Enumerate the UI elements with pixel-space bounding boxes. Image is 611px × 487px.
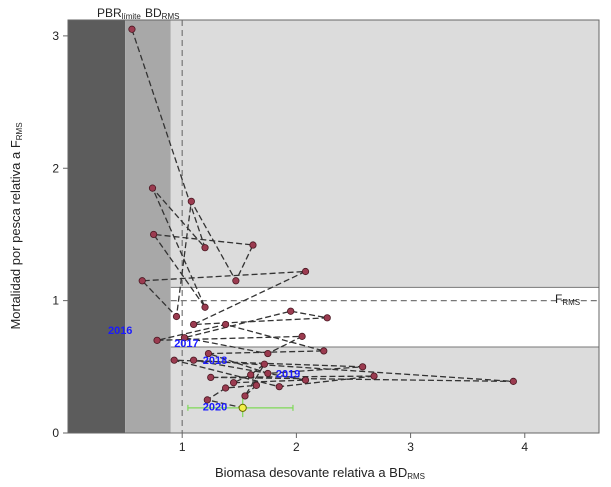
data-point xyxy=(148,184,157,192)
data-point xyxy=(509,377,517,385)
year-label: 2018 xyxy=(203,355,227,367)
data-point xyxy=(190,320,198,329)
data-point xyxy=(247,371,255,379)
year-label: 2017 xyxy=(174,338,198,350)
data-point xyxy=(264,349,272,358)
data-point xyxy=(370,372,378,380)
data-point xyxy=(207,373,215,382)
data-point xyxy=(221,320,230,329)
zone-collapse xyxy=(68,20,126,433)
data-point xyxy=(229,379,238,387)
data-point xyxy=(287,307,295,315)
bd-rms-label: BDRMS xyxy=(145,6,179,21)
data-point xyxy=(172,312,181,321)
zone-overfishing xyxy=(170,20,599,288)
data-point xyxy=(221,384,230,392)
f-rms-label: FRMS xyxy=(555,292,580,307)
x-tick-label: 1 xyxy=(179,440,186,454)
y-axis: 0 1 2 3 xyxy=(52,29,68,440)
y-tick-label: 3 xyxy=(52,29,59,43)
data-point xyxy=(320,347,328,355)
data-point xyxy=(323,314,331,322)
x-axis-title: Biomasa desovante relativa a BDRMS xyxy=(215,465,425,481)
y-tick-label: 2 xyxy=(52,161,59,175)
data-point xyxy=(201,244,209,252)
reference-lines xyxy=(170,20,599,433)
zone-underexploited xyxy=(170,346,599,433)
x-axis: 1 2 3 4 xyxy=(179,433,528,454)
current-point xyxy=(238,403,247,412)
zone-backgrounds xyxy=(68,20,599,433)
data-point xyxy=(201,303,209,311)
data-point xyxy=(203,396,211,404)
pbr-limit-label: PBRlímite xyxy=(97,6,141,21)
year-label: 2020 xyxy=(203,402,227,414)
y-axis-title: Mortalidad por pesca relativa a FRMS xyxy=(8,122,24,329)
x-tick-label: 4 xyxy=(521,440,528,454)
data-point xyxy=(150,230,158,239)
data-point xyxy=(232,277,240,285)
data-point xyxy=(170,356,178,364)
data-point xyxy=(153,336,161,344)
data-point xyxy=(359,363,367,371)
data-point xyxy=(298,332,306,340)
zone-full-exploitation xyxy=(170,287,599,347)
data-point xyxy=(301,267,310,276)
data-point xyxy=(252,381,261,389)
year-label: 2019 xyxy=(276,368,300,380)
y-tick-label: 0 xyxy=(52,426,59,440)
data-point xyxy=(264,369,272,378)
data-point xyxy=(275,383,283,391)
data-point xyxy=(187,197,195,205)
data-point xyxy=(249,241,257,249)
zone-overexploited xyxy=(125,20,171,433)
data-point xyxy=(260,360,269,368)
data-point xyxy=(204,349,213,358)
data-point xyxy=(241,392,249,400)
year-labels: 2016 2017 2018 2019 2020 xyxy=(108,325,300,414)
plot-frame xyxy=(67,19,600,434)
year-label: 2016 xyxy=(108,325,132,337)
data-point xyxy=(138,277,146,285)
x-tick-label: 2 xyxy=(293,440,300,454)
data-point xyxy=(301,376,310,384)
x-tick-label: 3 xyxy=(407,440,414,454)
data-point xyxy=(128,25,136,33)
data-point xyxy=(190,356,198,364)
data-points xyxy=(128,25,517,412)
data-point xyxy=(180,334,189,342)
y-tick-label: 1 xyxy=(52,294,59,308)
